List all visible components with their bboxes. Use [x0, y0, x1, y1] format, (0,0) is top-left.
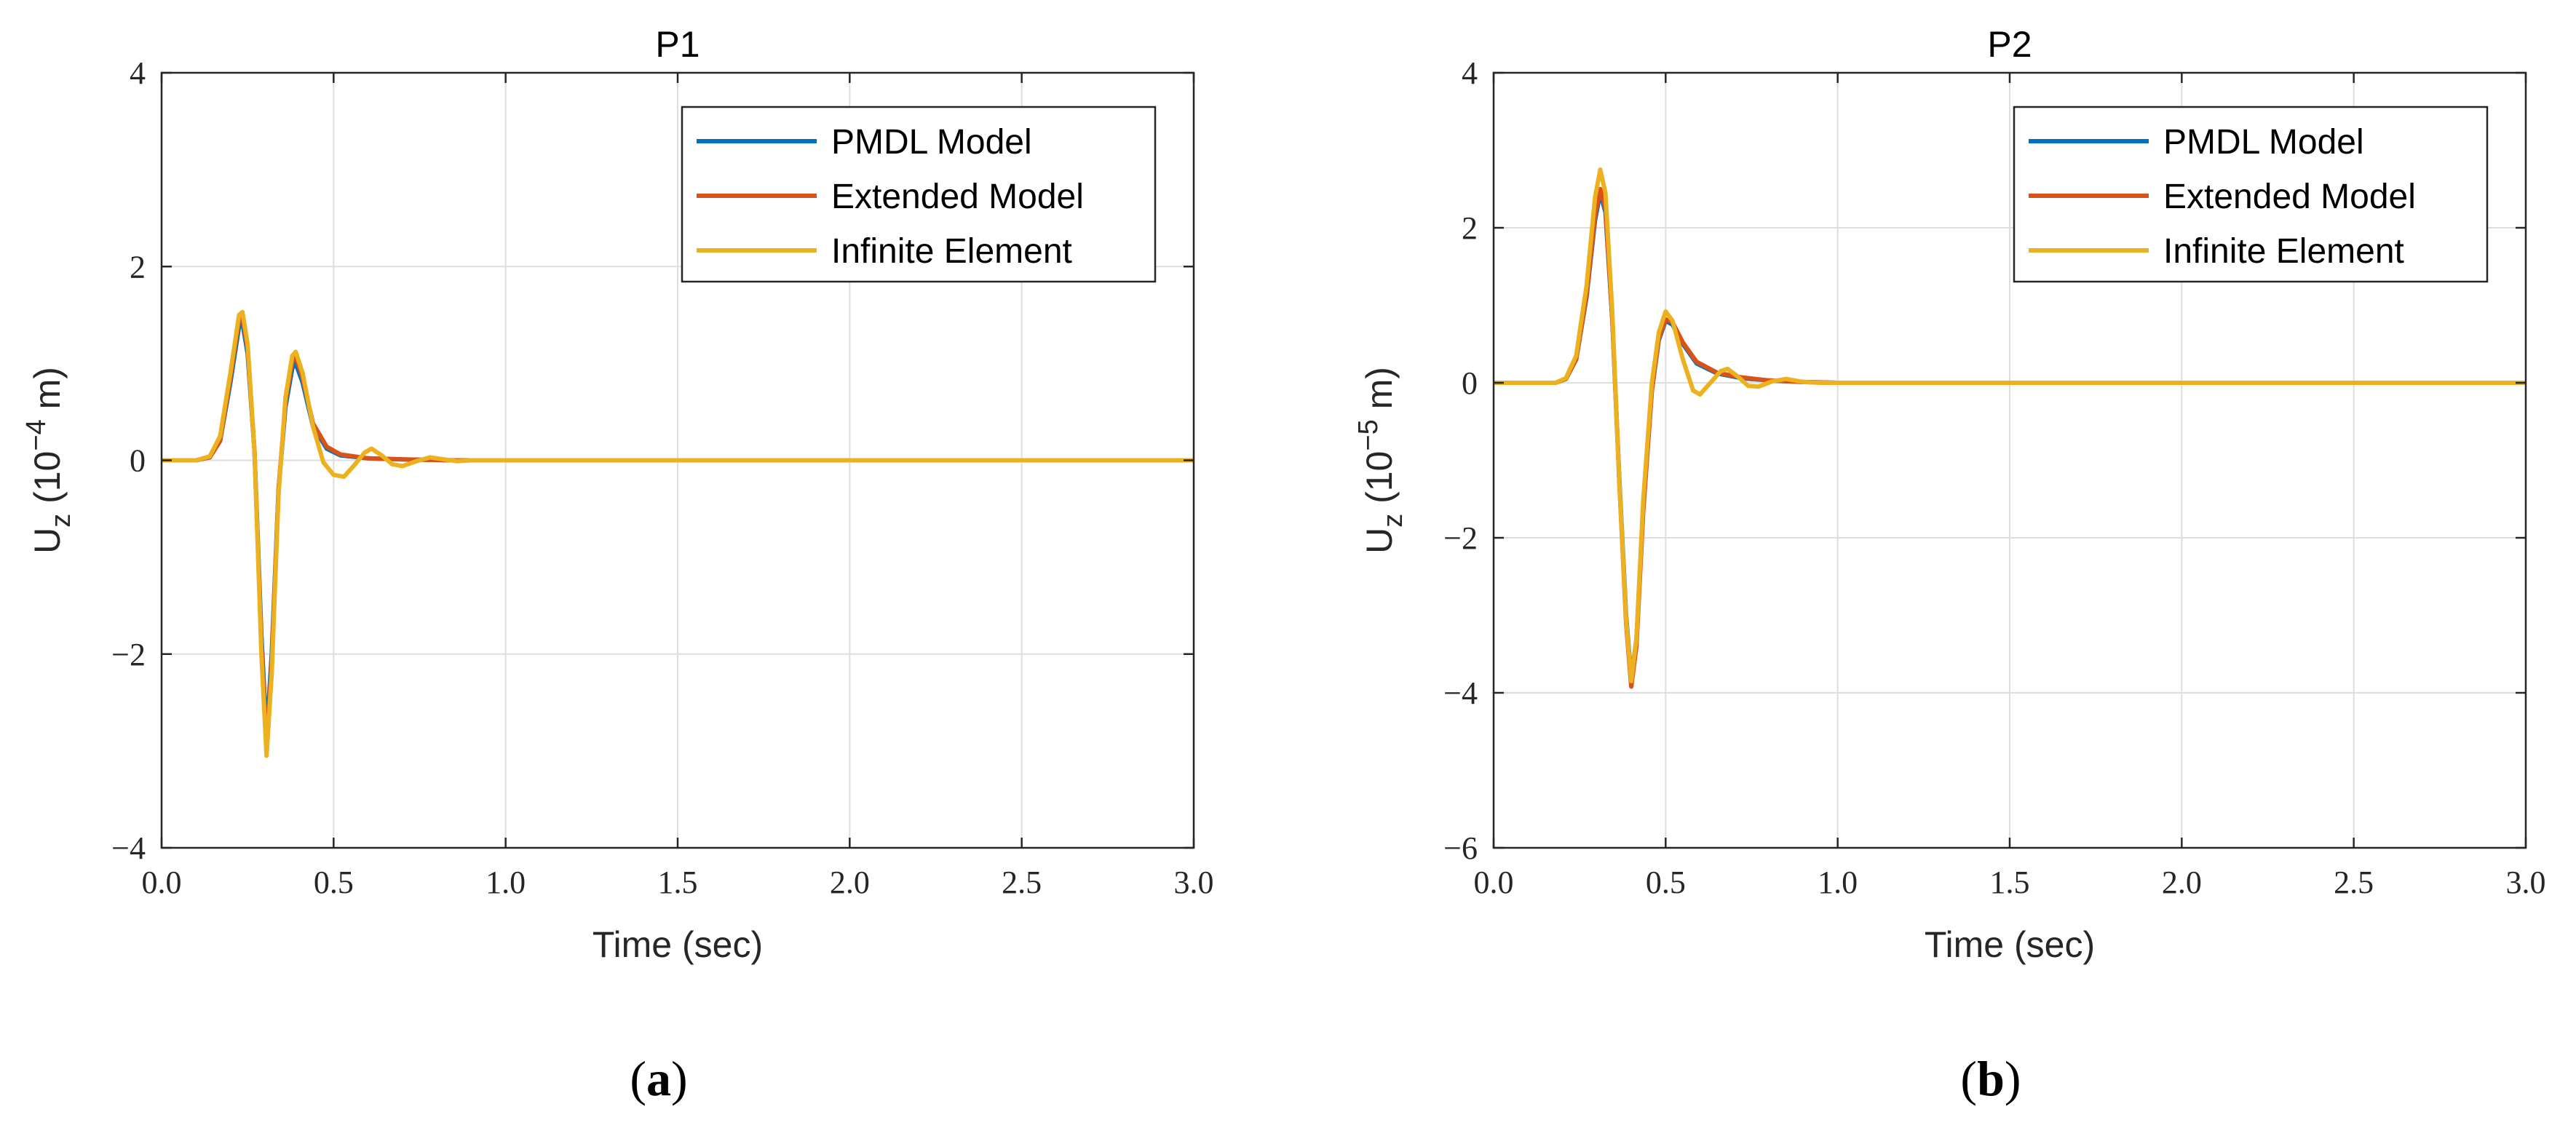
legend-label-0: PMDL Model: [2163, 123, 2364, 162]
y-axis-title-base: U: [27, 528, 68, 554]
y-axis-title: Uz (10−5 m): [1353, 367, 1408, 554]
chart-title: P1: [655, 24, 700, 65]
panel-label: (a): [630, 1051, 687, 1106]
series-group: [1494, 167, 2526, 689]
y-axis-title-subscript: z: [46, 514, 76, 528]
chart-title: P2: [1987, 24, 2032, 65]
x-tick-label: 3.0: [1174, 865, 1214, 900]
y-tick-label: −4: [111, 830, 146, 866]
ticks: 0.0 0.5 1.0 1.5 2.0 2.5 3.0 −4 −2 0 2 4: [111, 55, 1213, 900]
y-axis-title-suffix: m): [27, 367, 68, 419]
y-axis-title-prefix: (10: [27, 451, 68, 514]
legend-label-1: Extended Model: [831, 178, 1084, 216]
series-line-2: [162, 309, 1194, 758]
x-tick-label: 2.0: [2162, 865, 2202, 900]
series-group: [162, 309, 1194, 758]
y-axis-title-prefix: (10: [1359, 451, 1400, 514]
legend-label-0: PMDL Model: [831, 123, 1032, 162]
y-tick-label: 2: [1462, 210, 1478, 246]
x-tick-label: 2.5: [2334, 865, 2374, 900]
legend-label-1: Extended Model: [2163, 178, 2416, 216]
x-tick-label: 2.5: [1002, 865, 1042, 900]
x-tick-label: 1.5: [658, 865, 698, 900]
legend-label-2: Infinite Element: [2163, 232, 2404, 271]
panel-label-open: (: [630, 1051, 646, 1106]
y-tick-label: 0: [1462, 365, 1478, 401]
y-axis-title-suffix: m): [1359, 367, 1400, 419]
y-axis-title-superscript: −4: [21, 419, 52, 450]
y-tick-label: 4: [130, 55, 146, 91]
x-tick-label: 0.5: [1646, 865, 1686, 900]
x-tick-label: 0.5: [314, 865, 354, 900]
y-tick-label: −2: [111, 637, 146, 672]
legend: PMDL Model Extended Model Infinite Element: [681, 106, 1157, 283]
chart-panel-b: 0.0 0.5 1.0 1.5 2.0 2.5 3.0 −6 −4 −2 0 2 4 P2 Time (se…: [1353, 24, 2546, 1106]
x-axis-title: Time (sec): [1925, 924, 2095, 965]
y-axis-title-subscript: z: [1378, 514, 1408, 528]
panel-label-letter: b: [1977, 1051, 2005, 1106]
x-tick-label: 2.0: [830, 865, 870, 900]
y-tick-label: 2: [130, 249, 146, 285]
y-tick-label: −6: [1443, 830, 1478, 866]
panel-label: (b): [1960, 1051, 2021, 1106]
panel-label-letter: a: [646, 1051, 671, 1106]
x-tick-label: 0.0: [1474, 865, 1514, 900]
x-axis-title: Time (sec): [593, 924, 763, 965]
chart-panel-a: 0.0 0.5 1.0 1.5 2.0 2.5 3.0 −4 −2 0 2 4 P1 Time (sec)…: [21, 24, 1214, 1106]
y-tick-label: 0: [130, 443, 146, 479]
x-tick-label: 1.0: [1818, 865, 1858, 900]
x-tick-label: 0.0: [142, 865, 182, 900]
y-tick-label: −2: [1443, 520, 1478, 556]
y-tick-label: −4: [1443, 675, 1478, 711]
panel-label-close: ): [671, 1051, 688, 1106]
y-axis-title-superscript: −5: [1353, 419, 1384, 450]
x-tick-label: 1.5: [1990, 865, 2030, 900]
x-tick-label: 3.0: [2506, 865, 2546, 900]
y-axis-title-base: U: [1359, 528, 1400, 554]
legend-label-2: Infinite Element: [831, 232, 1072, 271]
series-line-2: [1494, 167, 2526, 683]
y-axis-title: Uz (10−4 m): [21, 367, 76, 554]
panel-label-close: ): [2005, 1051, 2021, 1106]
legend: PMDL Model Extended Model Infinite Element: [2013, 106, 2489, 283]
y-tick-label: 4: [1462, 55, 1478, 91]
ticks: 0.0 0.5 1.0 1.5 2.0 2.5 3.0 −6 −4 −2 0 2 4: [1443, 55, 2545, 900]
panel-label-open: (: [1960, 1051, 1977, 1106]
x-tick-label: 1.0: [486, 865, 526, 900]
